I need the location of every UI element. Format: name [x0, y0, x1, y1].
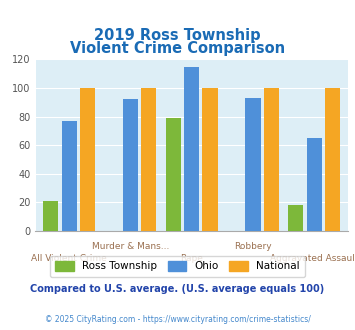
Text: Murder & Mans...: Murder & Mans... [92, 243, 169, 251]
Bar [61, 121, 77, 231]
Bar [202, 88, 218, 231]
Bar [43, 201, 59, 231]
Bar [184, 67, 200, 231]
Text: Violent Crime Comparison: Violent Crime Comparison [70, 41, 285, 56]
Text: All Violent Crime: All Violent Crime [31, 254, 107, 263]
Text: © 2025 CityRating.com - https://www.cityrating.com/crime-statistics/: © 2025 CityRating.com - https://www.city… [45, 315, 310, 324]
Text: Compared to U.S. average. (U.S. average equals 100): Compared to U.S. average. (U.S. average … [31, 284, 324, 294]
Bar [325, 88, 340, 231]
Legend: Ross Township, Ohio, National: Ross Township, Ohio, National [50, 256, 305, 277]
Text: Rape: Rape [180, 254, 203, 263]
Bar [264, 88, 279, 231]
Text: Robbery: Robbery [234, 243, 272, 251]
Bar [166, 118, 181, 231]
Bar [141, 88, 157, 231]
Bar [288, 205, 304, 231]
Bar [307, 138, 322, 231]
Bar [245, 98, 261, 231]
Bar [123, 99, 138, 231]
Text: Aggravated Assault: Aggravated Assault [270, 254, 355, 263]
Text: 2019 Ross Township: 2019 Ross Township [94, 28, 261, 43]
Bar [80, 88, 95, 231]
